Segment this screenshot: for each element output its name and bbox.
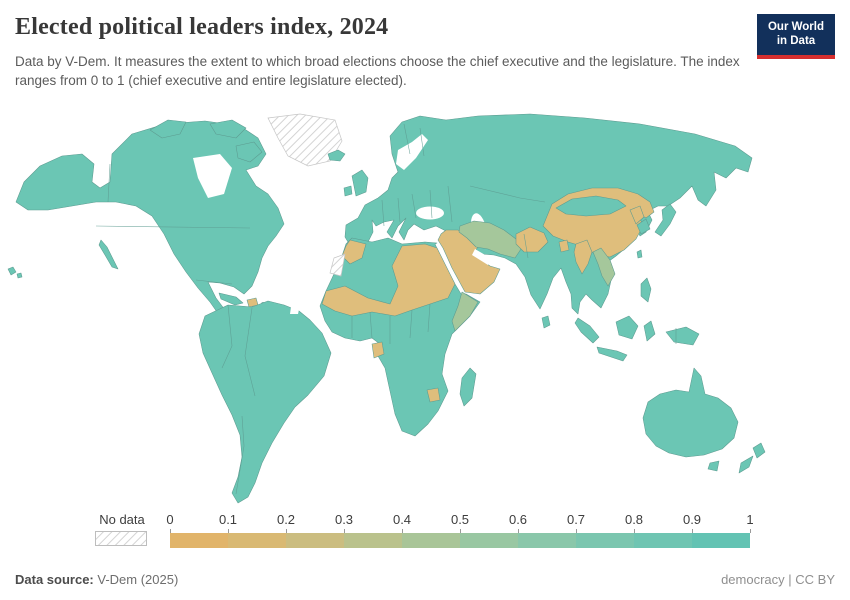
region-tasmania[interactable] xyxy=(707,460,720,472)
legend-tick-mark xyxy=(460,529,461,533)
region-myanmar[interactable] xyxy=(573,239,593,275)
legend-tick-label: 0.4 xyxy=(392,512,412,527)
license-text[interactable]: democracy | CC BY xyxy=(721,572,835,587)
region-north-korea[interactable] xyxy=(629,205,645,225)
region-sahara-sahel-belt[interactable] xyxy=(321,243,456,317)
region-iran[interactable] xyxy=(458,220,522,259)
legend-bin[interactable] xyxy=(576,533,634,548)
region-new-zealand-north[interactable] xyxy=(752,442,766,459)
owid-logo-line2: in Data xyxy=(776,35,816,48)
legend-bin[interactable] xyxy=(634,533,692,548)
legend-tick-label: 0.3 xyxy=(334,512,354,527)
legend-tick-label: 0.2 xyxy=(276,512,296,527)
black-sea xyxy=(416,206,444,220)
legend-bin[interactable] xyxy=(170,533,228,548)
region-borneo[interactable] xyxy=(615,315,639,340)
region-cuba[interactable] xyxy=(218,292,244,306)
region-canadian-arctic-3[interactable] xyxy=(235,141,263,163)
hudson-bay-sea xyxy=(193,154,232,198)
legend-bin[interactable] xyxy=(286,533,344,548)
region-new-guinea[interactable] xyxy=(665,326,700,346)
legend-color-scale: 0 0.1 0.2 0.3 0.4 0.5 0.6 0.7 0.8 0.9 1 xyxy=(166,512,754,548)
region-sumatra[interactable] xyxy=(574,317,600,344)
region-south-korea[interactable] xyxy=(636,218,651,235)
legend-tick-mark xyxy=(750,529,751,533)
legend-tick-mark xyxy=(576,529,577,533)
chart-footer: Data source: V-Dem (2025) democracy | CC… xyxy=(15,572,835,587)
region-madagascar[interactable] xyxy=(459,367,477,407)
legend-tick-label: 0.6 xyxy=(508,512,528,527)
legend-no-data: No data xyxy=(95,512,149,546)
region-hawaii[interactable] xyxy=(7,266,23,279)
data-source-value: V-Dem (2025) xyxy=(93,572,179,587)
legend-tick-mark xyxy=(518,529,519,533)
legend-tick-mark xyxy=(344,529,345,533)
owid-logo-line1: Our World xyxy=(767,21,824,33)
region-iceland[interactable] xyxy=(327,149,346,162)
legend-color-bar[interactable] xyxy=(170,529,751,548)
region-south-america[interactable] xyxy=(198,300,332,504)
legend-tick-label: 0.9 xyxy=(682,512,702,527)
legend-tick-label: 0.8 xyxy=(624,512,644,527)
region-united-kingdom[interactable] xyxy=(351,169,369,197)
legend-bin[interactable] xyxy=(402,533,460,548)
region-java[interactable] xyxy=(596,346,628,362)
data-source-label: Data source: xyxy=(15,572,94,587)
world-map-svg xyxy=(7,113,766,504)
region-japan[interactable] xyxy=(654,203,677,237)
legend-tick-label: 1 xyxy=(746,512,754,527)
region-canadian-arctic-1[interactable] xyxy=(149,119,187,139)
region-philippines[interactable] xyxy=(640,277,652,303)
legend-tick-label: 0.5 xyxy=(450,512,470,527)
legend-tick-mark xyxy=(170,529,171,533)
legend-bin[interactable] xyxy=(518,533,576,548)
legend-tick-mark xyxy=(286,529,287,533)
page-title: Elected political leaders index, 2024 xyxy=(15,14,389,40)
region-laos-vietnam[interactable] xyxy=(592,247,616,287)
region-ireland[interactable] xyxy=(343,185,353,197)
legend-bin[interactable] xyxy=(344,533,402,548)
chart-subtitle: Data by V-Dem. It measures the extent to… xyxy=(15,53,740,89)
legend-tick-mark xyxy=(402,529,403,533)
chart-header: Elected political leaders index, 2024 Ou… xyxy=(15,14,835,91)
region-morocco[interactable] xyxy=(341,239,367,265)
legend-tick-labels: 0 0.1 0.2 0.3 0.4 0.5 0.6 0.7 0.8 0.9 1 xyxy=(166,512,754,529)
legend-tick-label: 0.1 xyxy=(218,512,238,527)
legend-bin[interactable] xyxy=(228,533,286,548)
region-new-zealand-south[interactable] xyxy=(738,455,754,474)
region-greenland[interactable] xyxy=(267,113,343,167)
legend-tick-mark xyxy=(692,529,693,533)
legend-tick-label: 0.7 xyxy=(566,512,586,527)
region-zimbabwe[interactable] xyxy=(426,387,441,403)
region-bangladesh[interactable] xyxy=(558,239,570,253)
no-data-label: No data xyxy=(99,512,145,527)
world-map[interactable] xyxy=(0,106,850,508)
country-borders xyxy=(95,123,677,495)
owid-logo[interactable]: Our World in Data xyxy=(757,14,835,59)
region-sri-lanka[interactable] xyxy=(541,315,551,329)
no-data-swatch[interactable] xyxy=(95,531,147,546)
region-somalia[interactable] xyxy=(451,291,479,332)
region-taiwan[interactable] xyxy=(636,249,643,259)
legend-tick-label: 0 xyxy=(166,512,174,527)
region-western-sahara[interactable] xyxy=(329,253,346,277)
legend-tick-mark xyxy=(634,529,635,533)
persian-gulf xyxy=(472,249,492,265)
legend-bin[interactable] xyxy=(460,533,518,548)
region-mongolia[interactable] xyxy=(555,195,627,217)
region-baja-california[interactable] xyxy=(98,239,119,270)
region-australia[interactable] xyxy=(642,367,739,458)
region-canadian-arctic-2[interactable] xyxy=(209,119,247,139)
region-sulawesi[interactable] xyxy=(643,320,656,342)
map-legend: No data 0 0.1 0.2 0.3 0.4 0.5 0.6 0.7 0.8 0.9 1 xyxy=(0,512,850,556)
region-gabon[interactable] xyxy=(371,341,385,359)
legend-tick-mark xyxy=(228,529,229,533)
baltic-sea xyxy=(396,134,428,170)
legend-bin[interactable] xyxy=(692,533,750,548)
region-afghanistan[interactable] xyxy=(515,226,549,253)
data-source: Data source: V-Dem (2025) xyxy=(15,572,178,587)
french-guiana-no-data xyxy=(290,305,300,314)
